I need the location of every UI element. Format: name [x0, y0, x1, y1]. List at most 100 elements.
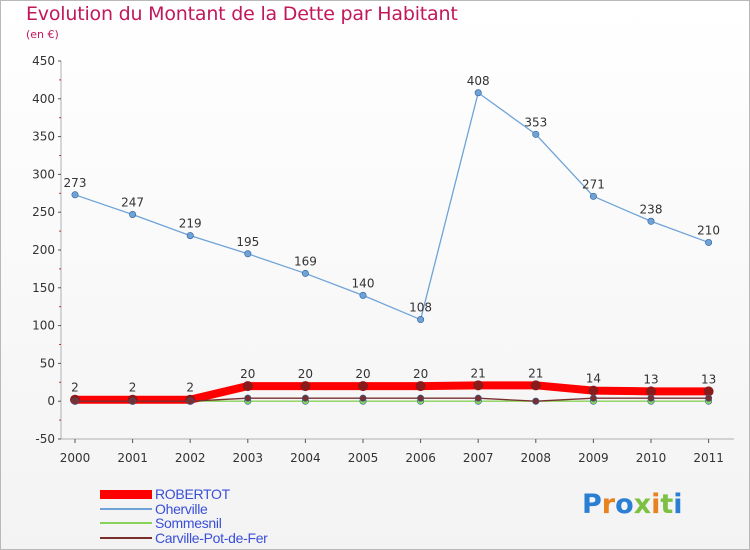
- data-point: [417, 394, 425, 402]
- x-tick-label: 2006: [405, 451, 436, 465]
- legend-label: Oherville: [155, 501, 208, 517]
- data-point: [530, 380, 541, 391]
- data-point: [532, 397, 540, 405]
- data-point: [647, 394, 655, 402]
- x-tick-label: 2004: [290, 451, 321, 465]
- data-label: 195: [236, 235, 259, 249]
- y-tick-label: 450: [32, 54, 55, 68]
- data-point: [705, 238, 713, 246]
- data-point: [358, 381, 368, 392]
- y-tick-label: 0: [47, 394, 55, 408]
- data-label: 13: [643, 372, 658, 386]
- data-point: [359, 291, 367, 299]
- data-label: 273: [64, 176, 87, 190]
- series-line-robertot: [71, 381, 713, 404]
- logo-letter: x: [633, 489, 652, 520]
- data-label: 219: [179, 217, 202, 231]
- data-label: 247: [121, 195, 144, 209]
- legend-label: Carville-Pot-de-Fer: [155, 530, 268, 546]
- x-tick-label: 2002: [175, 451, 206, 465]
- y-tick-label: 300: [32, 167, 55, 181]
- data-label: 21: [471, 366, 486, 380]
- legend-item-sommesnil: Sommesnil: [100, 515, 222, 531]
- data-label: 20: [413, 367, 428, 381]
- y-tick-label: 150: [32, 281, 55, 295]
- x-tick-label: 2003: [233, 451, 264, 465]
- data-label: 20: [240, 367, 255, 381]
- legend-swatch: [100, 522, 152, 524]
- data-label: 169: [294, 254, 317, 268]
- logo-letter: i: [673, 489, 683, 520]
- legend-swatch: [100, 489, 152, 499]
- data-label: 21: [528, 366, 543, 380]
- x-tick-label: 2001: [117, 451, 148, 465]
- logo-letter: t: [660, 489, 674, 520]
- y-tick-label: 200: [32, 243, 55, 257]
- chart-title: Evolution du Montant de la Dette par Hab…: [26, 3, 458, 25]
- data-point: [589, 394, 597, 402]
- data-point: [474, 394, 482, 402]
- data-label: 408: [467, 74, 490, 88]
- data-label: 2: [71, 381, 79, 395]
- data-point: [242, 381, 253, 392]
- legend-swatch: [100, 537, 152, 539]
- legend-item-carville-pot-de-fer: Carville-Pot-de-Fer: [100, 530, 268, 546]
- logo-letter: r: [601, 489, 616, 520]
- data-point: [703, 386, 714, 397]
- data-point: [532, 130, 540, 138]
- series-line-oherville: [74, 92, 710, 321]
- y-tick-label: -50: [35, 432, 55, 446]
- proxiti-logo: Proxiti: [582, 489, 683, 520]
- y-tick-label: 350: [32, 130, 55, 144]
- legend-swatch: [100, 508, 152, 510]
- x-tick-label: 2011: [693, 451, 724, 465]
- data-point: [186, 232, 194, 240]
- data-point: [300, 381, 311, 392]
- data-point: [129, 210, 137, 218]
- x-tick-label: 2005: [348, 451, 379, 465]
- data-point: [129, 397, 137, 405]
- logo-letter: o: [615, 489, 634, 520]
- legend-item-oherville: Oherville: [100, 501, 208, 517]
- data-point: [473, 380, 484, 391]
- legend-label: ROBERTOT: [155, 486, 230, 502]
- data-label: 353: [524, 115, 547, 129]
- x-tick-label: 2007: [463, 451, 494, 465]
- data-point: [186, 397, 194, 405]
- data-point: [705, 394, 713, 402]
- data-label: 108: [409, 301, 432, 315]
- data-point: [417, 316, 425, 324]
- y-tick-label: 50: [40, 356, 55, 370]
- y-tick-label: 250: [32, 205, 55, 219]
- legend-item-robertot: ROBERTOT: [100, 486, 230, 502]
- data-label: 210: [697, 223, 720, 237]
- data-point: [71, 397, 79, 405]
- logo-letter: P: [582, 489, 602, 520]
- series-line-carville-pot-de-fer: [74, 397, 710, 402]
- data-label: 20: [298, 367, 313, 381]
- legend-label: Sommesnil: [155, 515, 222, 531]
- y-tick-label: 400: [32, 92, 55, 106]
- data-label: 2: [186, 381, 194, 395]
- chart-unit: (en €): [26, 28, 59, 41]
- x-tick-label: 2010: [636, 451, 667, 465]
- data-point: [71, 191, 79, 199]
- data-point: [359, 394, 367, 402]
- data-label: 140: [352, 276, 375, 290]
- data-label: 238: [640, 202, 663, 216]
- data-point: [244, 394, 252, 402]
- data-label: 271: [582, 177, 605, 191]
- data-label: 2: [129, 381, 137, 395]
- data-point: [647, 217, 655, 225]
- data-label: 13: [701, 372, 716, 386]
- data-point: [301, 269, 309, 277]
- x-tick-label: 2008: [521, 451, 552, 465]
- y-tick-label: 100: [32, 319, 55, 333]
- data-label: 14: [586, 372, 601, 386]
- x-tick-label: 2009: [578, 451, 609, 465]
- data-point: [588, 385, 599, 396]
- data-point: [301, 394, 309, 402]
- logo-letter: i: [651, 489, 661, 520]
